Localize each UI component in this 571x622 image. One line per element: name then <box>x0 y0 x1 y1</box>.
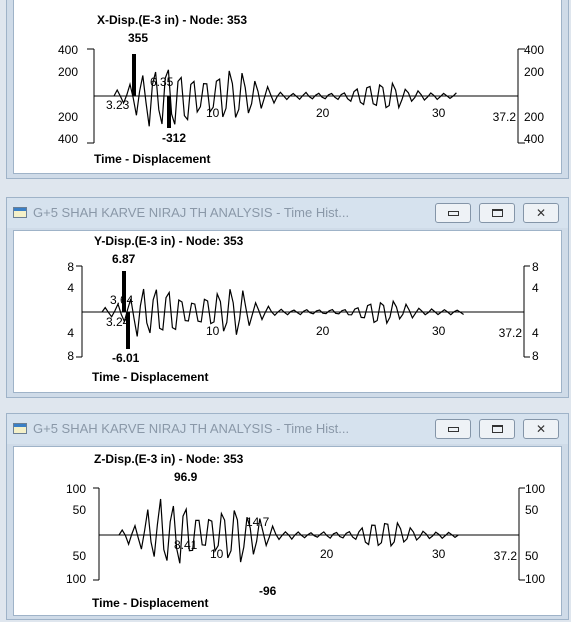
chart-panel-z: Z-Disp.(E-3 in) - Node: 353 100 50 50 10… <box>13 446 562 616</box>
y-tick-label: 200 <box>58 110 78 124</box>
y-tick-label: 400 <box>58 132 78 146</box>
maximize-button[interactable] <box>479 419 515 439</box>
x-tick-label: 20 <box>320 547 334 561</box>
maximize-button[interactable] <box>479 203 515 223</box>
chart-footer: Time - Displacement <box>92 596 208 610</box>
title-bar[interactable]: G+5 SHAH KARVE NIRAJ TH ANALYSIS - Time … <box>7 414 568 444</box>
trace-line <box>113 69 457 127</box>
trace-line <box>118 498 459 564</box>
y-tick-label-right: 4 <box>532 281 539 295</box>
x-end-label: 37.2 <box>494 549 518 563</box>
displacement-trace <box>118 498 459 564</box>
y-tick-label: 4 <box>67 281 74 295</box>
time-history-window-x: X-Disp.(E-3 in) - Node: 353 400 200 200 … <box>6 0 569 179</box>
max-value-label: 6.87 <box>112 252 136 266</box>
x-tick-label: 20 <box>316 324 330 338</box>
minimize-icon <box>447 426 459 432</box>
x-tick-label: 20 <box>316 106 330 120</box>
y-tick-label-right: 8 <box>532 349 539 363</box>
title-bar[interactable]: G+5 SHAH KARVE NIRAJ TH ANALYSIS - Time … <box>7 198 568 228</box>
y-tick-label: 100 <box>66 482 86 496</box>
y-tick-label: 100 <box>66 572 86 586</box>
y-tick-label: 4 <box>67 326 74 340</box>
min-value-label: -6.01 <box>112 351 140 365</box>
chart-title: X-Disp.(E-3 in) - Node: 353 <box>97 13 247 27</box>
time-history-window-y: G+5 SHAH KARVE NIRAJ TH ANALYSIS - Time … <box>6 197 569 398</box>
y-tick-label-right: 100 <box>525 482 545 496</box>
chart-title: Y-Disp.(E-3 in) - Node: 353 <box>94 234 244 248</box>
y-tick-label: 8 <box>67 349 74 363</box>
trace-line <box>101 288 464 337</box>
minimize-icon <box>447 210 459 216</box>
y-tick-label: 400 <box>58 43 78 57</box>
min-time-label: 8.41 <box>174 538 198 552</box>
y-tick-label: 8 <box>67 260 74 274</box>
minimize-button[interactable] <box>435 203 471 223</box>
window-title: G+5 SHAH KARVE NIRAJ TH ANALYSIS - Time … <box>33 205 350 220</box>
max-time-label: 14.7 <box>246 515 270 529</box>
maximize-icon <box>491 209 503 217</box>
max-time-label: 6.35 <box>150 75 174 89</box>
y-tick-label-right: 50 <box>525 503 539 517</box>
x-tick-label: 10 <box>206 324 220 338</box>
max-time-label: 3.64 <box>110 293 134 307</box>
z-displacement-chart: Z-Disp.(E-3 in) - Node: 353 100 50 50 10… <box>66 452 545 610</box>
displacement-trace <box>101 288 464 337</box>
min-time-label: 3.23 <box>106 98 130 112</box>
displacement-trace <box>113 69 457 127</box>
chart-title: Z-Disp.(E-3 in) - Node: 353 <box>94 452 244 466</box>
window-title: G+5 SHAH KARVE NIRAJ TH ANALYSIS - Time … <box>33 421 350 436</box>
chart-panel-x: X-Disp.(E-3 in) - Node: 353 400 200 200 … <box>13 0 562 174</box>
x-displacement-chart: X-Disp.(E-3 in) - Node: 353 400 200 200 … <box>58 13 544 166</box>
close-icon: ✕ <box>535 206 547 220</box>
x-tick-label: 10 <box>210 547 224 561</box>
y-tick-label: 200 <box>58 65 78 79</box>
y-tick-label-right: 200 <box>524 110 544 124</box>
max-value-label: 96.9 <box>174 470 198 484</box>
chart-footer: Time - Displacement <box>92 370 208 384</box>
x-tick-label: 30 <box>432 324 446 338</box>
min-time-label: 3.24 <box>106 315 130 329</box>
y-tick-label: 50 <box>73 503 87 517</box>
time-history-window-z: G+5 SHAH KARVE NIRAJ TH ANALYSIS - Time … <box>6 413 569 620</box>
y-tick-label-right: 100 <box>525 572 545 586</box>
y-tick-label: 50 <box>73 549 87 563</box>
chart-footer: Time - Displacement <box>94 152 210 166</box>
close-icon: ✕ <box>535 422 547 436</box>
close-button[interactable]: ✕ <box>523 203 559 223</box>
y-tick-label-right: 8 <box>532 260 539 274</box>
app-icon <box>13 207 27 218</box>
y-tick-label-right: 4 <box>532 326 539 340</box>
app-icon <box>13 423 27 434</box>
x-end-label: 37.2 <box>499 326 523 340</box>
chart-panel-y: Y-Disp.(E-3 in) - Node: 353 8 4 4 8 8 4 … <box>13 230 562 393</box>
min-value-label: -312 <box>162 131 186 145</box>
x-end-label: 37.2 <box>493 110 517 124</box>
close-button[interactable]: ✕ <box>523 419 559 439</box>
minimize-button[interactable] <box>435 419 471 439</box>
y-displacement-chart: Y-Disp.(E-3 in) - Node: 353 8 4 4 8 8 4 … <box>67 234 539 384</box>
y-tick-label-right: 400 <box>524 43 544 57</box>
max-value-label: 355 <box>128 31 148 45</box>
maximize-icon <box>491 425 503 433</box>
y-tick-label-right: 200 <box>524 65 544 79</box>
x-tick-label: 10 <box>206 106 220 120</box>
x-tick-label: 30 <box>432 106 446 120</box>
min-value-label: -96 <box>259 584 277 598</box>
y-tick-label-right: 400 <box>524 132 544 146</box>
x-tick-label: 30 <box>432 547 446 561</box>
y-tick-label-right: 50 <box>525 549 539 563</box>
